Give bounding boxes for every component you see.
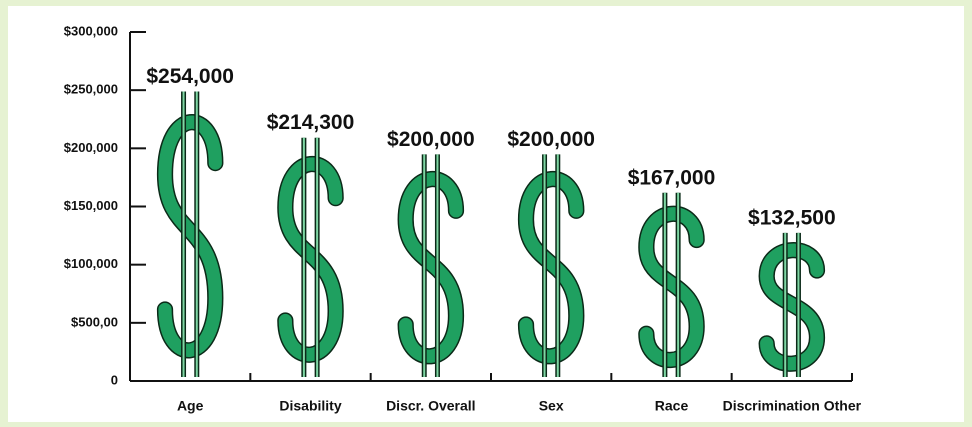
chart: 0 $500,00 $100,000 $150,000 $200,000 $250,000… bbox=[0, 0, 972, 427]
value-label: $132,500 bbox=[748, 206, 836, 229]
y-tick-label: $150,000 bbox=[64, 198, 118, 213]
y-tick-label: $250,000 bbox=[64, 82, 118, 97]
y-tick-label: $500,00 bbox=[71, 314, 118, 329]
value-label: $167,000 bbox=[628, 166, 716, 189]
x-tick-label: Discr. Overall bbox=[386, 398, 476, 414]
x-tick-label: Disability bbox=[279, 398, 341, 414]
x-tick-label: Age bbox=[177, 398, 204, 414]
y-tick-label: $300,000 bbox=[64, 23, 118, 38]
x-tick-label: Discrimination Other bbox=[723, 398, 862, 414]
x-tick-label: Race bbox=[655, 398, 689, 414]
value-label: $254,000 bbox=[146, 65, 234, 88]
value-label: $200,000 bbox=[507, 128, 595, 151]
value-label: $214,300 bbox=[267, 111, 355, 134]
value-label: $200,000 bbox=[387, 128, 475, 151]
y-tick-label: $100,000 bbox=[64, 256, 118, 271]
y-tick-label: 0 bbox=[111, 372, 118, 387]
y-tick-label: $200,000 bbox=[64, 140, 118, 155]
x-tick-label: Sex bbox=[539, 398, 564, 414]
